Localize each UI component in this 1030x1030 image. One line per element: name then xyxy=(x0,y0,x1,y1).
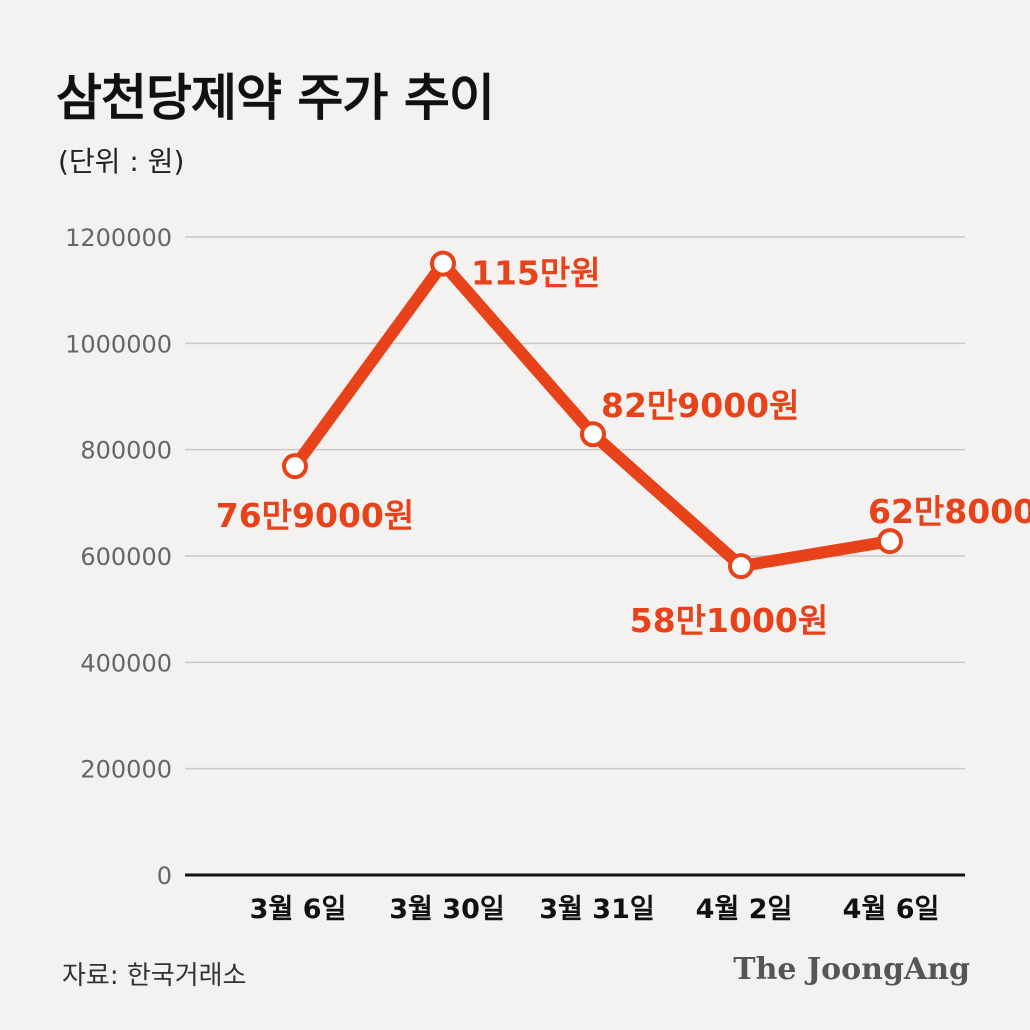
data-label: 58만1000원 xyxy=(630,601,829,640)
data-label: 115만원 xyxy=(471,254,601,293)
chart-title: 삼천당제약 주가 추이 xyxy=(56,69,495,127)
x-tick-label: 4월 6일 xyxy=(843,894,940,925)
y-tick-label: 0 xyxy=(157,862,172,890)
x-tick-label: 3월 30일 xyxy=(389,894,504,925)
x-tick-label: 4월 2일 xyxy=(696,894,793,925)
data-point xyxy=(877,528,903,555)
data-point xyxy=(728,553,754,580)
data-labels: 76만9000원 115만원 82만9000원 58만1000원 62만8000원 xyxy=(216,254,1030,641)
x-tick-label: 3월 6일 xyxy=(250,894,347,925)
y-tick-label: 800000 xyxy=(80,437,172,465)
data-point xyxy=(282,453,308,480)
data-label: 82만9000원 xyxy=(601,386,800,425)
y-axis-ticks: 0 200000 400000 600000 800000 1000000 1200000 xyxy=(65,224,172,890)
data-point xyxy=(430,250,456,277)
y-tick-label: 400000 xyxy=(80,649,172,677)
y-tick-label: 600000 xyxy=(80,543,172,571)
x-tick-label: 3월 31일 xyxy=(539,894,654,925)
source-note: 자료: 한국거래소 xyxy=(62,961,247,991)
y-tick-label: 200000 xyxy=(80,756,172,784)
y-tick-label: 1000000 xyxy=(65,330,172,358)
brand-logo: The JoongAng xyxy=(733,952,970,987)
y-tick-label: 1200000 xyxy=(65,224,172,252)
data-label: 76만9000원 xyxy=(216,496,415,535)
data-label: 62만8000원 xyxy=(868,492,1030,531)
price-series xyxy=(282,250,903,580)
grid-lines xyxy=(185,236,965,877)
unit-note: (단위 : 원) xyxy=(58,145,185,178)
data-point xyxy=(580,421,606,448)
x-axis-ticks: 3월 6일 3월 30일 3월 31일 4월 2일 4월 6일 xyxy=(250,894,940,925)
